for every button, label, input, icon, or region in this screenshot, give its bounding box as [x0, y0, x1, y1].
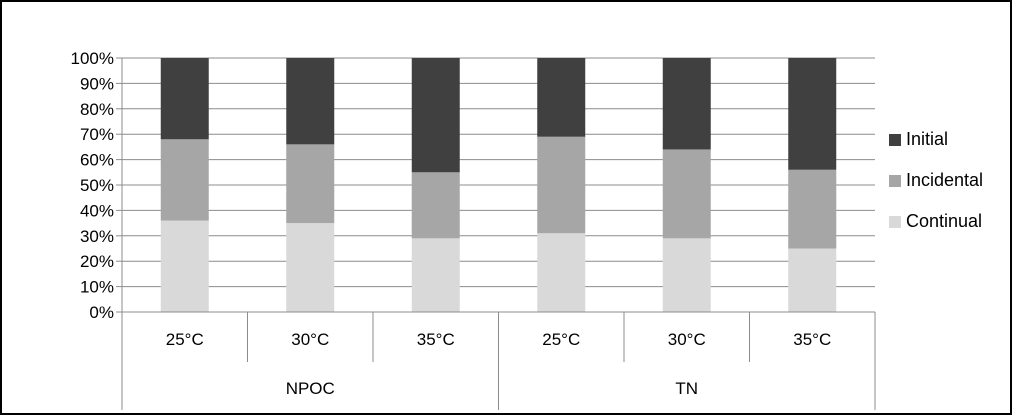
y-tick-label: 60%	[80, 151, 114, 170]
bar-segment-incidental	[788, 169, 837, 249]
y-tick-label: 80%	[80, 100, 114, 119]
bar-segment-incidental	[286, 144, 335, 224]
legend-swatch-initial	[889, 134, 901, 146]
x-group-label: TN	[675, 379, 698, 398]
x-category-label: 30°C	[668, 330, 706, 349]
bar-segment-incidental	[662, 149, 711, 239]
bar-segment-incidental	[411, 172, 460, 239]
x-category-label: 35°C	[793, 330, 831, 349]
legend-label-initial: Initial	[906, 129, 948, 149]
bar-segment-continual	[411, 238, 460, 312]
x-category-label: 25°C	[166, 330, 204, 349]
y-tick-label: 20%	[80, 252, 114, 271]
x-category-label: 25°C	[542, 330, 580, 349]
legend-swatch-continual	[889, 216, 901, 228]
legend-swatch-incidental	[889, 175, 901, 187]
bar-segment-continual	[662, 238, 711, 312]
bar-segment-incidental	[537, 136, 586, 234]
bar-segment-initial	[537, 58, 586, 137]
bar-segment-initial	[662, 58, 711, 150]
x-group-label: NPOC	[286, 379, 335, 398]
bar-segment-incidental	[160, 139, 209, 221]
y-tick-label: 100%	[71, 49, 114, 68]
x-category-label: 35°C	[417, 330, 455, 349]
bar-segment-continual	[160, 220, 209, 312]
bar-segment-initial	[788, 58, 837, 170]
y-tick-label: 0%	[89, 303, 114, 322]
bar-segment-initial	[286, 58, 335, 145]
y-tick-label: 10%	[80, 278, 114, 297]
legend-label-continual: Continual	[906, 211, 982, 231]
bar-segment-continual	[286, 223, 335, 312]
y-tick-label: 50%	[80, 176, 114, 195]
bar-segment-initial	[411, 58, 460, 173]
y-tick-label: 30%	[80, 227, 114, 246]
bar-segment-initial	[160, 58, 209, 140]
y-tick-label: 70%	[80, 125, 114, 144]
y-tick-label: 40%	[80, 201, 114, 220]
legend-label-incidental: Incidental	[906, 170, 983, 190]
bar-segment-continual	[537, 233, 586, 312]
x-category-label: 30°C	[291, 330, 329, 349]
y-tick-label: 90%	[80, 74, 114, 93]
bar-segment-continual	[788, 248, 837, 312]
